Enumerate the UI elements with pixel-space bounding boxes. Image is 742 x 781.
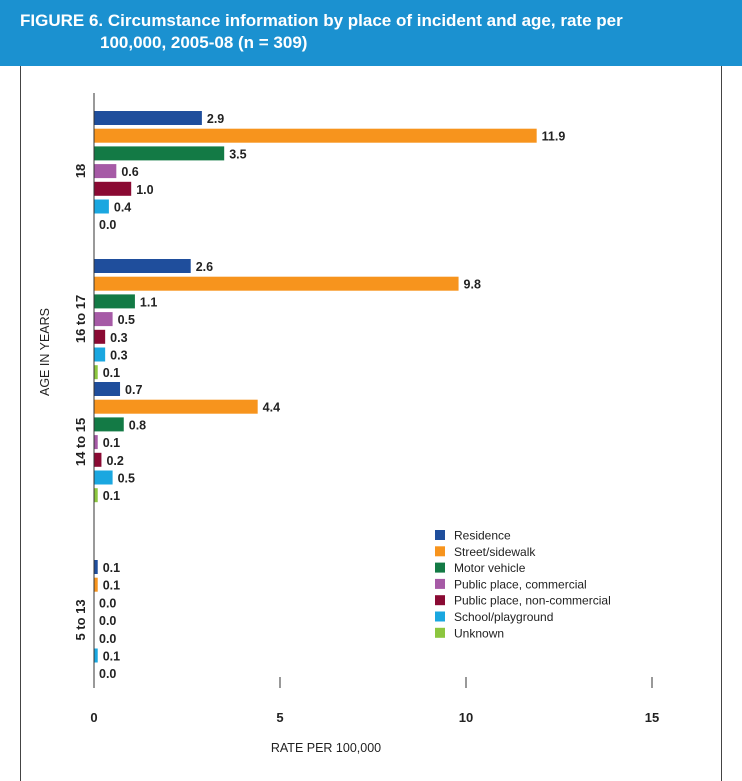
- legend-label-residence: Residence: [454, 529, 511, 543]
- legend-swatch-public-place-non-commercial: [435, 595, 445, 606]
- legend-swatch-public-place-commercial: [435, 578, 445, 589]
- legend-label-school-playground: School/playground: [454, 610, 553, 624]
- bar-16-to-17-street-sidewalk: [94, 276, 459, 291]
- category-label-5-to-13: 5 to 13: [73, 599, 88, 640]
- x-tick-label-0: 0: [90, 710, 97, 725]
- value-label-14-to-15-motor-vehicle: 0.8: [129, 418, 146, 432]
- value-label-5-to-13-street-sidewalk: 0.1: [103, 579, 120, 593]
- value-label-5-to-13-unknown: 0.0: [99, 667, 116, 681]
- bar-18-motor-vehicle: [94, 146, 225, 161]
- legend-swatch-unknown: [435, 627, 445, 638]
- value-label-16-to-17-public-place-non-commercial: 0.3: [110, 331, 127, 345]
- x-tick-label-10: 10: [459, 710, 473, 725]
- value-label-5-to-13-public-place-commercial: 0.0: [99, 614, 116, 628]
- figure-title-line-2: 100,000, 2005-08 (n = 309): [100, 33, 308, 52]
- category-label-14-to-15: 14 to 15: [73, 418, 88, 466]
- value-label-16-to-17-unknown: 0.1: [103, 366, 120, 380]
- legend-swatch-motor-vehicle: [435, 562, 445, 573]
- value-label-18-public-place-non-commercial: 1.0: [136, 183, 153, 197]
- value-label-14-to-15-public-place-non-commercial: 0.2: [106, 454, 123, 468]
- axis-layer: 0 5 10 15 RATE PER 100,000 AGE IN YEARS 18 16 t…: [38, 93, 659, 755]
- value-label-5-to-13-school-playground: 0.1: [103, 650, 120, 664]
- value-label-18-unknown: 0.0: [99, 218, 116, 232]
- bar-18-public-place-commercial: [94, 164, 117, 179]
- bar-16-to-17-unknown: [94, 365, 98, 380]
- figure-header: FIGURE 6. Circumstance information by pl…: [0, 0, 742, 66]
- value-label-18-school-playground: 0.4: [114, 201, 131, 215]
- legend-swatch-street-sidewalk: [435, 546, 445, 557]
- legend-label-motor-vehicle: Motor vehicle: [454, 561, 526, 575]
- value-label-16-to-17-public-place-commercial: 0.5: [118, 313, 135, 327]
- bar-14-to-15-public-place-non-commercial: [94, 452, 102, 467]
- bar-18-school-playground: [94, 199, 109, 214]
- value-label-14-to-15-street-sidewalk: 4.4: [263, 401, 280, 415]
- value-label-16-to-17-motor-vehicle: 1.1: [140, 295, 157, 309]
- value-label-5-to-13-motor-vehicle: 0.0: [99, 596, 116, 610]
- legend-label-street-sidewalk: Street/sidewalk: [454, 545, 536, 559]
- bar-14-to-15-unknown: [94, 488, 98, 503]
- x-tick-label-5: 5: [276, 710, 283, 725]
- bar-14-to-15-street-sidewalk: [94, 399, 258, 414]
- bar-18-public-place-non-commercial: [94, 181, 132, 196]
- value-label-18-residence: 2.9: [207, 112, 224, 126]
- legend-swatch-residence: [435, 530, 445, 540]
- x-axis-title: RATE PER 100,000: [271, 741, 381, 755]
- value-label-5-to-13-residence: 0.1: [103, 561, 120, 575]
- chart-panel: 2.9 11.9 3.5 0.6 1.0 0.4 0.0 2.6 9.8 1.1 0.5 0.3 0.3…: [20, 66, 722, 781]
- value-label-18-street-sidewalk: 11.9: [542, 130, 566, 144]
- bar-18-street-sidewalk: [94, 128, 537, 143]
- figure-title: Circumstance information by place of inc…: [107, 11, 623, 30]
- x-tick-label-15: 15: [645, 710, 659, 725]
- bar-14-to-15-residence: [94, 382, 121, 396]
- bar-16-to-17-residence: [94, 259, 191, 273]
- bar-14-to-15-public-place-commercial: [94, 435, 98, 450]
- legend-label-public-place-commercial: Public place, commercial: [454, 577, 587, 591]
- figure-label: FIGURE 6.: [20, 11, 104, 30]
- category-label-18: 18: [73, 164, 88, 178]
- value-label-14-to-15-public-place-commercial: 0.1: [103, 436, 120, 450]
- category-label-16-to-17: 16 to 17: [73, 295, 88, 343]
- value-label-14-to-15-unknown: 0.1: [103, 489, 120, 503]
- bar-16-to-17-public-place-non-commercial: [94, 329, 106, 344]
- value-label-14-to-15-school-playground: 0.5: [118, 472, 135, 486]
- value-label-18-public-place-commercial: 0.6: [121, 165, 138, 179]
- bar-chart: 2.9 11.9 3.5 0.6 1.0 0.4 0.0 2.6 9.8 1.1 0.5 0.3 0.3…: [38, 93, 659, 755]
- legend-label-public-place-non-commercial: Public place, non-commercial: [454, 594, 611, 608]
- bar-16-to-17-school-playground: [94, 347, 106, 362]
- bar-14-to-15-motor-vehicle: [94, 417, 124, 432]
- legend-label-unknown: Unknown: [454, 626, 504, 640]
- value-label-16-to-17-school-playground: 0.3: [110, 349, 127, 363]
- bar-16-to-17-public-place-commercial: [94, 312, 113, 327]
- bar-5-to-13-school-playground: [94, 648, 98, 663]
- value-label-14-to-15-residence: 0.7: [125, 383, 142, 397]
- value-label-16-to-17-residence: 2.6: [196, 260, 213, 274]
- bar-5-to-13-residence: [94, 560, 98, 574]
- value-labels-layer: 2.9 11.9 3.5 0.6 1.0 0.4 0.0 2.6 9.8 1.1 0.5 0.3 0.3…: [99, 112, 565, 681]
- bar-5-to-13-street-sidewalk: [94, 577, 98, 592]
- legend: Residence Street/sidewalk Motor vehicle Pub…: [435, 529, 611, 640]
- legend-swatch-school-playground: [435, 611, 445, 622]
- bar-14-to-15-school-playground: [94, 470, 113, 485]
- value-label-16-to-17-street-sidewalk: 9.8: [464, 278, 481, 292]
- bars-layer: [94, 111, 537, 663]
- y-axis-title: AGE IN YEARS: [38, 308, 52, 396]
- bar-18-residence: [94, 111, 202, 125]
- value-label-18-motor-vehicle: 3.5: [229, 147, 246, 161]
- bar-16-to-17-motor-vehicle: [94, 294, 135, 309]
- figure-title-line-1: FIGURE 6. Circumstance information by pl…: [20, 10, 722, 32]
- value-label-5-to-13-public-place-non-commercial: 0.0: [99, 632, 116, 646]
